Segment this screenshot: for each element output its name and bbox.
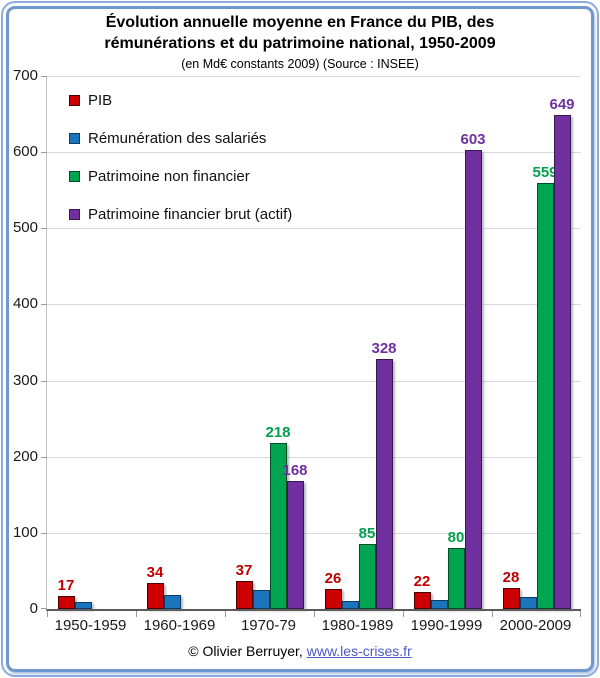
- x-axis-category-label: 1950-1959: [54, 617, 127, 634]
- x-axis-tick: [47, 611, 48, 617]
- bar-group: 17: [47, 76, 136, 609]
- bar-group: 37 218 168: [225, 76, 314, 609]
- y-axis-tick: [41, 76, 47, 77]
- bar: 17: [57, 577, 75, 609]
- bar: [341, 601, 359, 609]
- x-axis-tick: [492, 611, 493, 617]
- x-axis-category-label: 2000-2009: [499, 617, 572, 634]
- bar-value-label: 17: [57, 577, 75, 595]
- bar-value-label: 328: [371, 340, 397, 358]
- y-axis-tick: [41, 608, 47, 609]
- chart-title: Évolution annuelle moyenne en France du …: [104, 14, 496, 53]
- x-axis-labels: 1950-1959 1960-1969 1970-79 1980-1989 1990-1…: [46, 617, 580, 637]
- bar-value-label: 559: [532, 164, 558, 182]
- bar-group: 22 80 603: [403, 76, 492, 609]
- bar-value-label: 34: [146, 564, 164, 582]
- bar-value-label: 37: [235, 561, 253, 579]
- bar: 603: [460, 131, 486, 609]
- gridline: [47, 228, 581, 230]
- bar: [163, 595, 181, 609]
- bar: 559: [532, 164, 558, 609]
- bar-value-label: 603: [460, 130, 486, 148]
- footer: © Olivier Berruyer, www.les-crises.fr: [0, 643, 600, 659]
- bar: 37: [235, 562, 253, 609]
- x-axis-tick: [136, 611, 137, 617]
- website-link[interactable]: www.les-crises.fr: [306, 643, 412, 659]
- x-axis-tick: [580, 611, 581, 617]
- y-axis-tick: [41, 380, 47, 382]
- legend-item: Patrimoine financier brut (actif): [69, 206, 292, 223]
- legend: PIB Rémunération des salariés Patrimoine n…: [69, 92, 292, 244]
- bar: 649: [549, 96, 575, 609]
- bar: 218: [265, 424, 291, 609]
- x-axis-tick: [314, 611, 315, 617]
- y-axis-tick: [41, 456, 47, 458]
- bar-group: 26 85 328: [314, 76, 403, 609]
- chart-subtitle: (en Md€ constants 2009) (Source : INSEE): [181, 57, 419, 71]
- gridline: [47, 152, 581, 154]
- plot-area: PIB Rémunération des salariés Patrimoine n…: [41, 76, 581, 617]
- bar: [74, 602, 92, 609]
- bar-value-label: 649: [549, 95, 575, 113]
- bar: 34: [146, 564, 164, 609]
- legend-swatch: [69, 95, 80, 106]
- y-axis-tick: [41, 532, 47, 534]
- gridline: [47, 304, 581, 306]
- legend-label: Patrimoine non financier: [88, 168, 250, 185]
- legend-label: Patrimoine financier brut (actif): [88, 206, 293, 223]
- legend-swatch: [69, 209, 80, 220]
- bar: [430, 599, 448, 609]
- bar-value-label: 85: [358, 525, 376, 543]
- bar: 85: [358, 525, 376, 609]
- gridline: [47, 380, 581, 382]
- bar: [519, 596, 537, 609]
- y-axis-tick: [41, 152, 47, 154]
- bar: 168: [282, 462, 308, 609]
- bar: 22: [413, 573, 431, 609]
- legend-label: PIB: [88, 92, 113, 109]
- x-axis-category-label: 1980-1989: [321, 617, 394, 634]
- bar-value-label: 28: [502, 568, 520, 586]
- y-axis-label: 400: [12, 295, 38, 313]
- x-axis-tick: [225, 611, 226, 617]
- y-axis-label: 200: [12, 447, 38, 465]
- bar-value-label: 22: [413, 573, 431, 591]
- bar-value-label: 168: [282, 462, 308, 480]
- y-axis-tick: [41, 228, 47, 230]
- y-axis-label: 500: [12, 219, 38, 237]
- bar-group: 34: [136, 76, 225, 609]
- y-axis-tick: [41, 304, 47, 306]
- y-axis-label: 100: [12, 523, 38, 541]
- gridline: [47, 532, 581, 534]
- x-axis-category-label: 1990-1999: [410, 617, 483, 634]
- bar-value-label: 80: [447, 529, 465, 547]
- y-axis-label: 300: [12, 371, 38, 389]
- legend-swatch: [69, 133, 80, 144]
- bar: [252, 589, 270, 609]
- bar-group: 28 559 649: [492, 76, 581, 609]
- x-axis-category-label: 1970-79: [240, 617, 297, 634]
- y-axis-label: 700: [12, 67, 38, 84]
- y-axis-label: 600: [12, 143, 38, 161]
- bar: 28: [502, 569, 520, 609]
- copyright-text: © Olivier Berruyer,: [188, 643, 303, 659]
- legend-item: PIB: [69, 92, 292, 109]
- legend-item: Patrimoine non financier: [69, 168, 292, 185]
- gridline: [47, 456, 581, 458]
- x-axis-tick: [403, 611, 404, 617]
- gridline: [47, 76, 581, 77]
- bar-value-label: 26: [324, 570, 342, 588]
- y-axis-labels: 0 100 200 300 400 500 600 700: [6, 67, 38, 617]
- bar: 26: [324, 570, 342, 609]
- legend-label: Rémunération des salariés: [88, 130, 267, 147]
- legend-swatch: [69, 171, 80, 182]
- bar: 80: [447, 529, 465, 609]
- bar-value-label: 218: [265, 424, 291, 442]
- y-axis-label: 0: [29, 600, 38, 617]
- bar: 328: [371, 340, 397, 609]
- x-axis-category-label: 1960-1969: [143, 617, 216, 634]
- legend-item: Rémunération des salariés: [69, 130, 292, 147]
